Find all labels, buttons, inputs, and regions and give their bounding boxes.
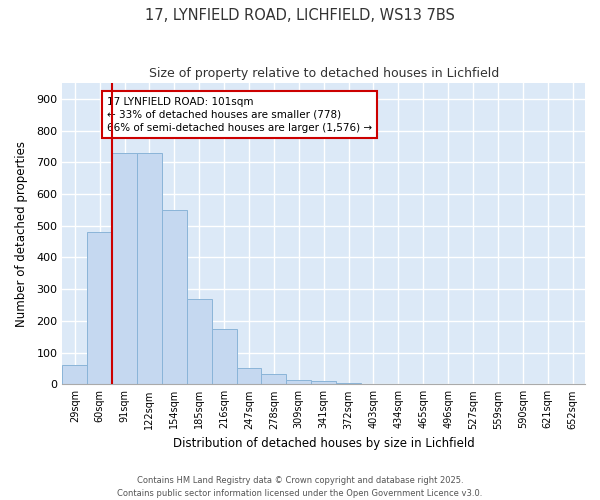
Text: Contains HM Land Registry data © Crown copyright and database right 2025.
Contai: Contains HM Land Registry data © Crown c…: [118, 476, 482, 498]
Bar: [112, 153, 137, 384]
Bar: [187, 298, 212, 384]
Text: 17, LYNFIELD ROAD, LICHFIELD, WS13 7BS: 17, LYNFIELD ROAD, LICHFIELD, WS13 7BS: [145, 8, 455, 22]
Bar: [236, 368, 262, 384]
Bar: [286, 380, 311, 384]
Bar: [311, 381, 336, 384]
Bar: [336, 382, 361, 384]
Text: 17 LYNFIELD ROAD: 101sqm
← 33% of detached houses are smaller (778)
66% of semi-: 17 LYNFIELD ROAD: 101sqm ← 33% of detach…: [107, 96, 372, 133]
Y-axis label: Number of detached properties: Number of detached properties: [15, 140, 28, 326]
Bar: [162, 210, 187, 384]
Bar: [262, 374, 286, 384]
Bar: [137, 153, 162, 384]
Bar: [87, 232, 112, 384]
X-axis label: Distribution of detached houses by size in Lichfield: Distribution of detached houses by size …: [173, 437, 475, 450]
Title: Size of property relative to detached houses in Lichfield: Size of property relative to detached ho…: [149, 68, 499, 80]
Bar: [62, 366, 87, 384]
Bar: [212, 329, 236, 384]
